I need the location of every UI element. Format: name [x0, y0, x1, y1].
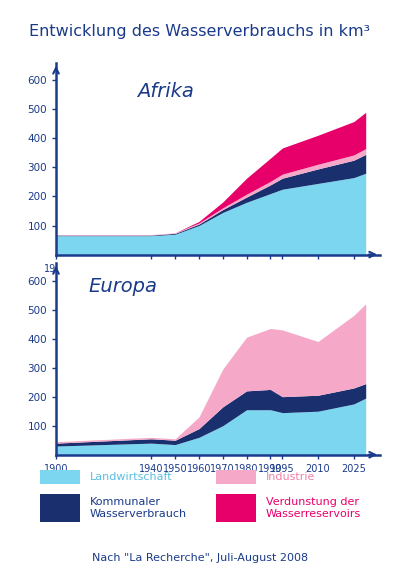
Text: Europa: Europa — [88, 277, 158, 296]
Text: Industrie: Industrie — [266, 472, 315, 482]
Text: Wasserverbrauch: Wasserverbrauch — [90, 509, 187, 519]
Text: Afrika: Afrika — [137, 82, 194, 101]
Text: Entwicklung des Wasserverbrauchs in km³: Entwicklung des Wasserverbrauchs in km³ — [30, 24, 370, 39]
Text: Kommunaler: Kommunaler — [90, 496, 161, 507]
Text: Landwirtschaft: Landwirtschaft — [90, 472, 173, 482]
Text: Wasserreservoirs: Wasserreservoirs — [266, 509, 361, 519]
Text: Verdunstung der: Verdunstung der — [266, 496, 359, 507]
Text: Nach "La Recherche", Juli-August 2008: Nach "La Recherche", Juli-August 2008 — [92, 554, 308, 563]
